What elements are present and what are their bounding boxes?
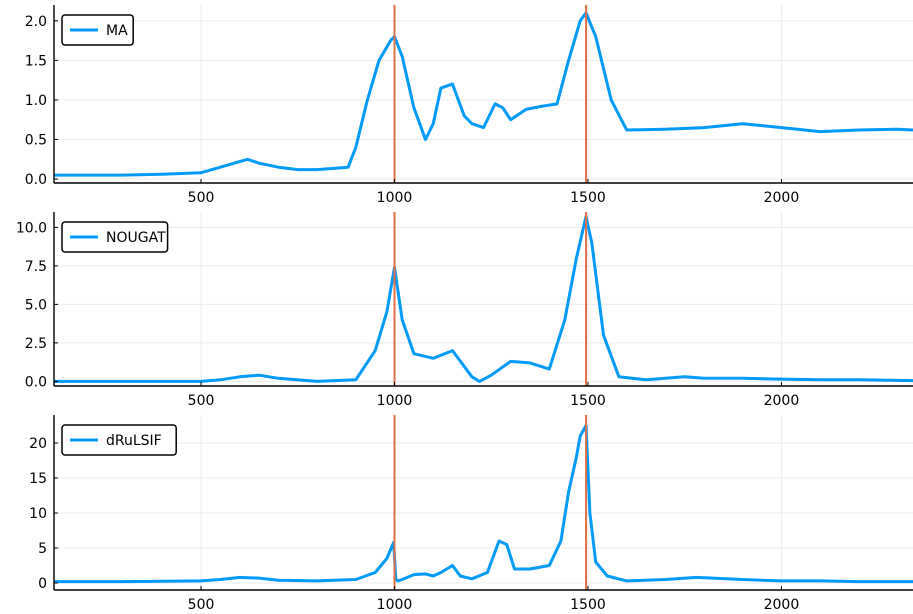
y-tick-label: 2.0 (25, 14, 47, 30)
legend-label: NOUGAT (106, 230, 166, 246)
y-tick-label: 0.5 (25, 132, 47, 148)
chart-panel-2: 500 1000 1500 2000 0.0 2.5 5.0 7.5 10.0 NOUGAT (16, 212, 913, 409)
x-tick-label: 500 (188, 190, 215, 206)
x-tick-label: 1500 (570, 393, 606, 409)
legend: NOUGAT (62, 222, 168, 252)
series-line-ma (54, 13, 913, 175)
grid (54, 5, 913, 183)
legend-label: MA (106, 23, 128, 39)
x-tick-label: 1500 (570, 597, 606, 613)
x-tick-label: 1500 (570, 190, 606, 206)
y-tick-label: 5.0 (25, 297, 47, 313)
x-tick-label: 1000 (377, 393, 413, 409)
grid (54, 212, 913, 386)
y-tick-label: 1.0 (25, 93, 47, 109)
x-tick-label: 2000 (764, 393, 800, 409)
series-line-nougat (54, 217, 913, 382)
series-line-drulsif (54, 426, 913, 582)
chart-panel-1: 500 1000 1500 2000 0.0 0.5 1.0 1.5 2.0 MA (25, 5, 913, 206)
y-tick-label: 15 (29, 471, 47, 487)
x-tick-label: 1000 (377, 190, 413, 206)
x-tick-label: 2000 (764, 597, 800, 613)
axes (54, 415, 913, 590)
y-tick-label: 2.5 (25, 336, 47, 352)
y-tick-label: 7.5 (25, 259, 47, 275)
legend-label: dRuLSIF (106, 433, 162, 449)
axes (54, 212, 913, 386)
y-tick-label: 1.5 (25, 53, 47, 69)
x-tick-label: 500 (188, 393, 215, 409)
y-tick-label: 0 (38, 576, 47, 592)
y-tick-label: 5 (38, 541, 47, 557)
legend: MA (62, 15, 133, 45)
grid (54, 415, 913, 590)
y-tick-label: 0.0 (25, 374, 47, 390)
y-tick-label: 10.0 (16, 220, 47, 236)
axes (54, 5, 913, 183)
legend: dRuLSIF (62, 425, 176, 455)
x-tick-label: 500 (188, 597, 215, 613)
x-tick-label: 2000 (764, 190, 800, 206)
y-tick-label: 10 (29, 506, 47, 522)
y-tick-label: 0.0 (25, 172, 47, 188)
chart-panel-3: 500 1000 1500 2000 0 5 10 15 20 dRuLSIF (29, 415, 913, 613)
y-tick-label: 20 (29, 436, 47, 452)
x-tick-label: 1000 (377, 597, 413, 613)
